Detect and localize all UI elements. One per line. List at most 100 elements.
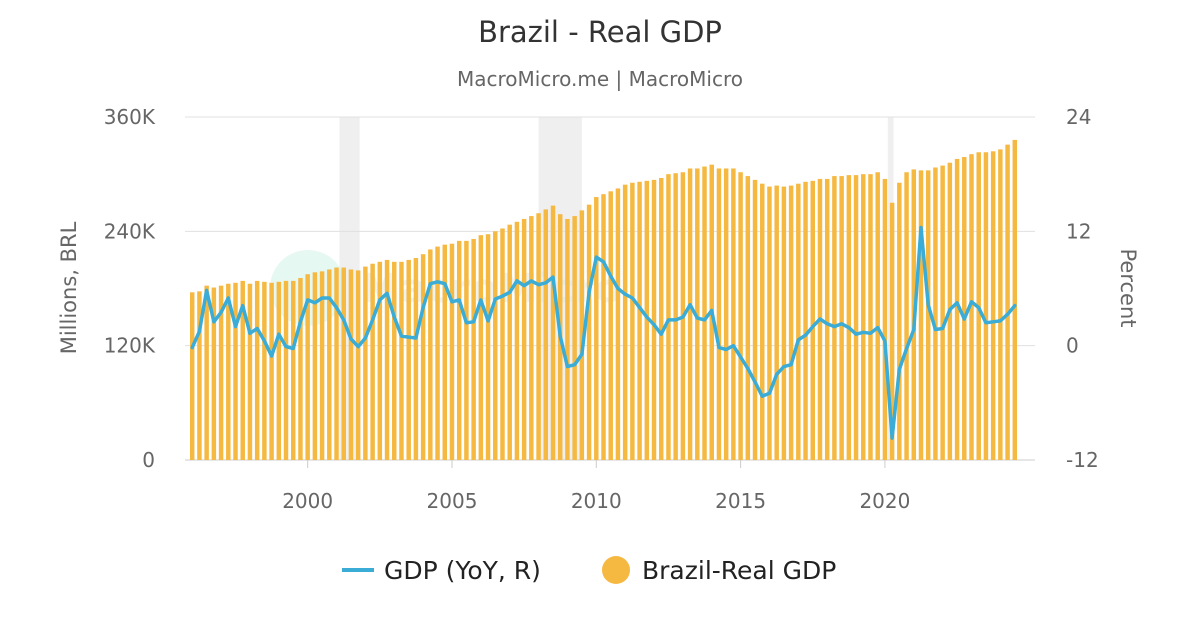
bar (904, 172, 909, 460)
bar (514, 221, 520, 460)
bar (521, 218, 527, 460)
bar (312, 272, 318, 460)
right-axis-ticks: -12 0 12 24 (1066, 105, 1099, 472)
y-left-tick-label: 0 (142, 448, 155, 472)
bar (363, 266, 368, 460)
line-series-gdp-yoy (190, 225, 1017, 440)
bar (586, 204, 592, 460)
legend-item-brazil-real-gdp[interactable]: Brazil-Real GDP (602, 556, 836, 585)
bar (651, 179, 657, 460)
bar (803, 181, 808, 461)
bar (889, 202, 895, 460)
bar (211, 287, 217, 460)
bar (731, 168, 736, 460)
bar (839, 176, 844, 461)
bar (622, 184, 628, 460)
bar (298, 278, 303, 460)
bar (962, 157, 967, 460)
bar (370, 263, 375, 460)
bar (752, 179, 758, 460)
bar (954, 158, 960, 460)
bar (774, 185, 779, 460)
bar (355, 270, 361, 460)
bar (399, 261, 404, 460)
bar (1012, 139, 1018, 460)
bar (493, 231, 498, 460)
chart-subtitle: MacroMicro.me | MacroMicro (457, 67, 743, 91)
bar (969, 154, 974, 461)
bar (897, 182, 902, 460)
y-left-tick-label: 240K (104, 219, 156, 243)
bar (1005, 144, 1010, 460)
bar (637, 181, 642, 461)
x-axis-ticks: 2000 2005 2010 2015 2020 (282, 460, 910, 513)
bar (290, 280, 296, 460)
bar (601, 194, 606, 461)
bar (738, 172, 743, 460)
bar (543, 209, 549, 460)
bar (781, 186, 787, 460)
bar (428, 249, 433, 460)
legend-item-gdp-yoy[interactable]: GDP (YoY, R) (342, 556, 541, 585)
bar (810, 180, 815, 460)
bar (608, 191, 613, 461)
bar (536, 213, 541, 460)
bar (594, 197, 599, 461)
bar (687, 168, 693, 460)
bar (413, 258, 419, 460)
y-left-tick-label: 360K (104, 105, 156, 129)
bar (990, 151, 996, 461)
chart-title: Brazil - Real GDP (478, 15, 722, 49)
legend-label-gdp-yoy: GDP (YoY, R) (384, 556, 541, 585)
bar (925, 170, 931, 460)
bar (283, 280, 289, 460)
legend: GDP (YoY, R) Brazil-Real GDP (342, 556, 836, 585)
bar (471, 238, 476, 460)
bar (788, 185, 794, 460)
bar (226, 283, 231, 460)
legend-circle-marker (602, 556, 630, 584)
bar (341, 267, 346, 460)
bar (767, 186, 772, 460)
bar (348, 269, 354, 460)
bar (565, 218, 570, 460)
x-tick-label: 2005 (427, 489, 478, 513)
bar (327, 269, 332, 460)
y-right-tick-label: 12 (1066, 219, 1091, 243)
bar (319, 271, 325, 460)
y-right-tick-label: 24 (1066, 105, 1091, 129)
bar (861, 174, 866, 460)
bar (673, 173, 678, 461)
bar (615, 188, 621, 461)
bar (716, 168, 722, 460)
x-tick-label: 2015 (715, 489, 766, 513)
bar (572, 216, 577, 460)
bar (875, 172, 880, 460)
bar (442, 244, 447, 460)
bar (745, 176, 751, 461)
bar (998, 149, 1003, 460)
bar (420, 254, 426, 460)
bar (218, 285, 224, 460)
x-tick-label: 2020 (859, 489, 910, 513)
legend-label-brazil-real-gdp: Brazil-Real GDP (642, 556, 836, 585)
bar (868, 174, 873, 460)
bar (384, 259, 390, 460)
bar (464, 240, 469, 460)
bar (500, 228, 505, 460)
bar (392, 261, 397, 460)
bar (723, 168, 729, 460)
bar (240, 280, 245, 460)
bar (579, 210, 585, 460)
bar (269, 282, 274, 460)
bar (204, 285, 209, 460)
bar (529, 216, 534, 460)
bar (644, 180, 650, 460)
bar (334, 267, 339, 460)
bar (702, 166, 707, 461)
bar (882, 178, 888, 461)
bar (846, 175, 852, 460)
bar (832, 176, 837, 461)
bar (478, 235, 484, 460)
bar (456, 240, 462, 460)
